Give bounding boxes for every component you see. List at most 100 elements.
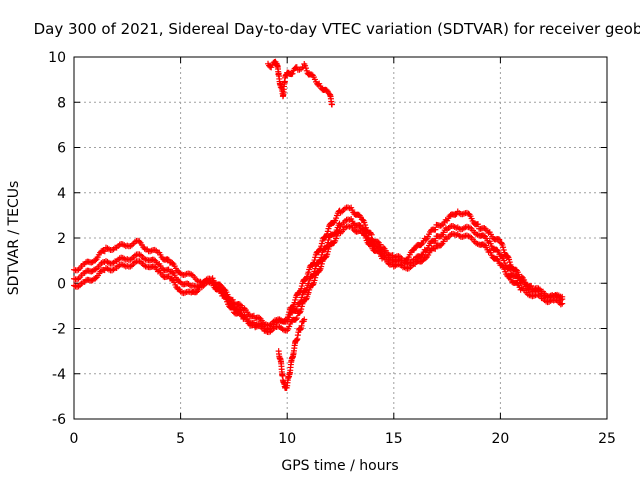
y-tick-label: 6 xyxy=(57,141,66,157)
data-point xyxy=(356,222,363,229)
data-point xyxy=(305,269,312,276)
data-point xyxy=(559,293,566,300)
data-point xyxy=(169,275,176,282)
y-tick-label: 8 xyxy=(57,95,66,111)
data-point xyxy=(236,301,243,308)
data-point xyxy=(324,248,331,255)
data-point xyxy=(92,257,99,264)
y-tick-label: -2 xyxy=(52,322,66,338)
data-point xyxy=(311,277,318,284)
data-point xyxy=(518,278,525,285)
data-point xyxy=(154,261,161,268)
data-point xyxy=(328,101,335,108)
x-tick-label: 25 xyxy=(598,431,616,447)
y-tick-label: 2 xyxy=(57,231,66,247)
data-point xyxy=(452,211,459,218)
data-point xyxy=(229,304,236,311)
grid-layer xyxy=(74,57,607,419)
x-axis-title: GPS time / hours xyxy=(281,458,398,474)
data-point xyxy=(318,260,325,267)
data-point xyxy=(504,253,511,260)
y-tick-label: 4 xyxy=(57,186,66,202)
data-point xyxy=(292,316,299,323)
data-point xyxy=(323,87,330,94)
x-tick-label: 10 xyxy=(278,431,296,447)
data-point xyxy=(169,268,176,275)
data-point xyxy=(298,306,305,313)
data-point xyxy=(422,236,429,243)
data-point xyxy=(432,226,439,233)
data-point xyxy=(368,231,375,238)
data-point xyxy=(422,255,429,262)
data-point xyxy=(475,221,482,228)
data-point xyxy=(380,253,387,260)
data-point xyxy=(333,235,340,242)
data-point xyxy=(169,259,176,266)
data-point xyxy=(322,233,329,240)
data-point xyxy=(289,70,296,77)
data-point xyxy=(432,237,439,244)
data-point xyxy=(438,222,445,229)
data-point xyxy=(318,243,325,250)
data-point xyxy=(298,303,305,310)
y-tick-label: -6 xyxy=(52,412,66,428)
data-point xyxy=(496,236,503,243)
data-point xyxy=(92,275,99,282)
data-point xyxy=(500,257,507,264)
data-point xyxy=(256,314,263,321)
series-track-c xyxy=(71,222,566,336)
data-point xyxy=(150,263,157,270)
data-point xyxy=(362,221,369,228)
data-point xyxy=(302,65,309,72)
y-axis-title: SDTVAR / TECUs xyxy=(6,181,22,296)
data-point xyxy=(507,273,514,280)
chart-title: Day 300 of 2021, Sidereal Day-to-day VTE… xyxy=(34,20,640,38)
data-point xyxy=(296,309,303,316)
x-tick-label: 15 xyxy=(385,431,403,447)
data-point xyxy=(316,267,323,274)
data-point xyxy=(293,315,300,322)
data-point xyxy=(324,228,331,235)
data-point xyxy=(419,258,426,265)
data-point xyxy=(499,262,506,269)
data-layer xyxy=(71,58,566,391)
data-point xyxy=(507,265,514,272)
data-point xyxy=(500,244,507,251)
data-point xyxy=(292,307,299,314)
data-point xyxy=(217,281,224,288)
data-point xyxy=(318,240,325,247)
data-point xyxy=(101,248,108,255)
data-point xyxy=(422,248,429,255)
y-tick-label: 10 xyxy=(48,50,66,66)
data-point xyxy=(318,263,325,270)
data-point xyxy=(311,257,318,264)
data-point xyxy=(305,289,312,296)
y-tick-label: 0 xyxy=(57,276,66,292)
data-point xyxy=(333,215,340,222)
x-tick-label: 0 xyxy=(70,431,79,447)
data-point xyxy=(293,64,300,71)
data-point xyxy=(236,310,243,317)
data-point xyxy=(559,300,566,307)
data-point xyxy=(141,245,148,252)
data-point xyxy=(301,316,308,323)
data-point xyxy=(221,293,228,300)
data-point xyxy=(322,245,329,252)
data-point xyxy=(368,241,375,248)
data-point xyxy=(506,259,513,266)
x-tick-label: 20 xyxy=(491,431,509,447)
series-track-e xyxy=(275,316,308,391)
y-tick-label: -4 xyxy=(52,367,66,383)
data-point xyxy=(322,254,329,261)
data-point xyxy=(216,286,223,293)
data-point xyxy=(229,296,236,303)
data-point xyxy=(154,268,161,275)
data-point xyxy=(298,283,305,290)
data-point xyxy=(268,64,275,71)
data-point xyxy=(432,245,439,252)
series-track-d xyxy=(265,58,335,108)
data-point xyxy=(302,296,309,303)
data-point xyxy=(506,256,513,263)
data-point xyxy=(291,299,298,306)
